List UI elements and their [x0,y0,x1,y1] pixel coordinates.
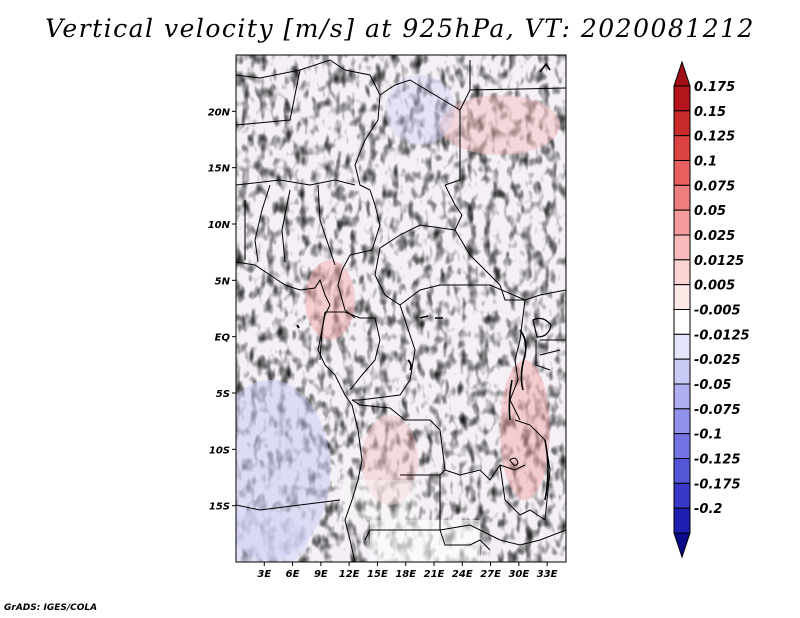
colorbar-swatch [673,259,691,286]
colorbar-swatch [673,383,691,410]
colorbar-swatch [673,135,691,162]
colorbar-label: -0.025 [694,353,741,368]
colorbar-label: 0.125 [694,130,735,145]
lon-tick-label: 18E [395,569,416,580]
coastline [236,62,552,562]
grads-credit: GrADS: IGES/COLA [4,603,98,613]
colorbar-label: 0.175 [694,80,735,95]
colorbar-label: 0.1 [694,155,717,170]
colorbar-label: -0.075 [694,403,741,418]
colorbar-top-triangle [673,60,691,87]
lat-tick-label: 15N [208,164,231,175]
lat-tick-label: EQ [215,333,231,344]
lon-tick-label: 9E [314,569,328,580]
colorbar-swatch [673,458,691,484]
colorbar-swatch [673,209,691,236]
lon-tick-label: 12E [339,569,360,580]
lat-tick-label: 20N [208,107,231,118]
colorbar-swatch [673,408,691,435]
colorbar-label: -0.2 [694,502,722,517]
lon-tick-label: 33E [537,569,558,580]
colorbar-label: 0.05 [694,204,726,219]
colorbar-label: 0.15 [694,105,726,120]
colorbar-label: 0.075 [694,179,735,194]
lon-tick-label: 27E [480,569,501,580]
longitude-axis: 3E 6E 9E 12E 15E 18E 21E 24E 27E 30E 33E [257,562,558,580]
colorbar-swatch [673,184,691,211]
colorbar-swatch [673,284,691,310]
lon-tick-label: 6E [286,569,300,580]
lat-tick-label: 10N [208,220,231,231]
colorbar-label: 0.0125 [694,254,744,269]
colorbar-label: -0.005 [694,304,741,319]
colorbar-swatch [673,482,691,509]
colorbar-swatch [673,358,691,385]
colorbar-label: 0.025 [694,229,735,244]
colorbar-swatch [673,110,691,137]
colorbar-swatch [673,160,691,186]
map-frame [235,54,567,563]
colorbar-label: -0.0125 [694,328,750,343]
lon-tick-label: 3E [257,569,271,580]
map-title: Vertical velocity [m/s] at 925hPa, VT: 2… [45,14,755,43]
colorbar-label: -0.05 [694,378,731,393]
lat-tick-label: 10S [209,445,230,456]
lat-tick-label: 15S [209,502,230,513]
latitude-axis: 20N 15N 10N 5N EQ 5S 10S 15S [208,107,236,513]
colorbar-label: 0.005 [694,279,735,294]
colorbar-swatch [673,333,691,360]
colorbar-bottom-triangle [673,532,691,559]
colorbar-label: -0.125 [694,453,741,468]
colorbar-swatch [673,507,691,534]
colorbar-swatch [673,433,691,459]
lat-tick-label: 5S [216,389,230,400]
colorbar-label: -0.1 [694,428,722,443]
lon-tick-label: 15E [367,569,388,580]
colorbar-swatch [673,234,691,261]
colorbar-label: -0.175 [694,477,741,492]
colorbar: 0.175 0.15 0.125 0.1 0.075 0.05 0.025 0.0125 0.0… [673,60,750,559]
lat-tick-label: 5N [215,276,231,287]
velocity-field [236,55,566,562]
lon-tick-label: 30E [508,569,529,580]
country-borders [236,59,566,551]
colorbar-swatch [673,309,691,335]
colorbar-swatch [673,85,691,112]
lon-tick-label: 24E [452,569,473,580]
lon-tick-label: 21E [424,569,445,580]
